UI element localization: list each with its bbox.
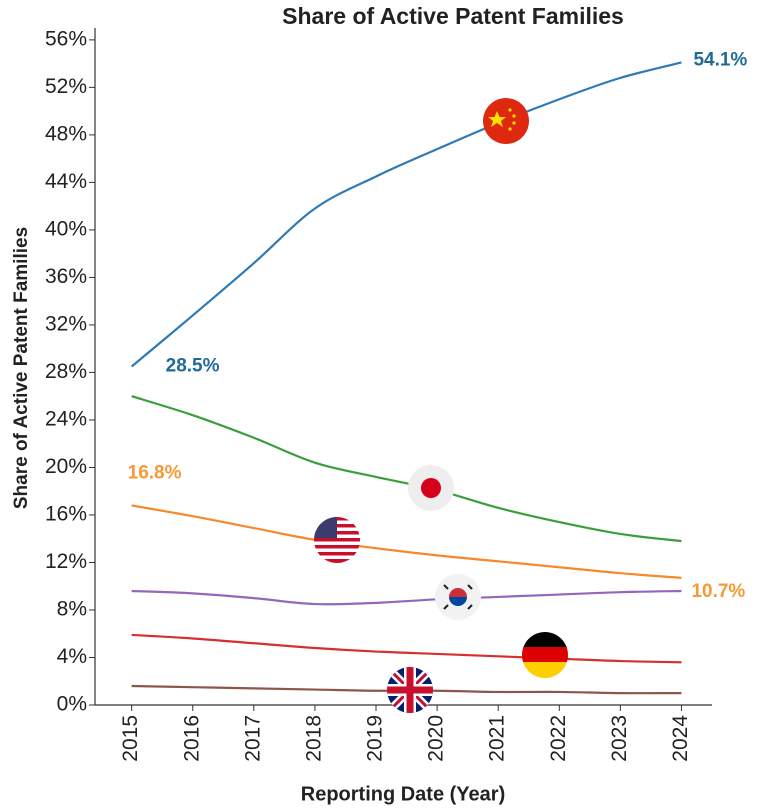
y-tick-label: 4%	[57, 645, 87, 668]
y-tick-label: 20%	[45, 455, 87, 478]
x-tick-label: 2017	[241, 715, 264, 762]
y-tick-label: 16%	[45, 503, 87, 526]
data-label: 16.8%	[128, 462, 182, 483]
y-tick-label: 12%	[45, 550, 87, 573]
x-tick-label: 2024	[669, 715, 692, 762]
x-tick-label: 2019	[364, 715, 387, 762]
flag-japan	[408, 465, 454, 511]
x-tick-label: 2020	[425, 715, 448, 762]
y-tick-label: 48%	[45, 122, 87, 145]
x-tick-label: 2018	[302, 715, 325, 762]
y-tick-label: 36%	[45, 265, 87, 288]
flag-uk	[387, 667, 433, 713]
x-tick-label: 2021	[486, 715, 509, 762]
x-tick-label: 2023	[608, 715, 631, 762]
x-tick-label: 2016	[180, 715, 203, 762]
line	[130, 61, 682, 368]
chart-title: Share of Active Patent Families	[282, 3, 624, 29]
y-tick-label: 32%	[45, 312, 87, 335]
flag-usa	[314, 517, 360, 563]
x-tick-label: 2022	[547, 715, 570, 762]
line	[131, 395, 682, 543]
flag-china	[483, 98, 529, 144]
flag-germany	[522, 632, 568, 678]
flags	[314, 98, 568, 713]
data-label: 54.1%	[693, 49, 747, 70]
line	[131, 633, 682, 664]
data-label: 28.5%	[166, 356, 220, 377]
y-tick-label: 40%	[45, 217, 87, 240]
y-tick-label: 44%	[45, 170, 87, 193]
y-tick-label: 56%	[45, 27, 87, 50]
x-tick-label: 2015	[119, 715, 142, 762]
y-tick-label: 0%	[57, 693, 87, 716]
y-tick-label: 8%	[57, 598, 87, 621]
data-label: 10.7%	[691, 581, 745, 602]
flag-korea	[435, 574, 481, 620]
y-tick-label: 52%	[45, 75, 87, 98]
y-tick-label: 24%	[45, 407, 87, 430]
line	[131, 589, 682, 606]
y-tick-label: 28%	[45, 360, 87, 383]
x-axis-label: Reporting Date (Year)	[301, 783, 505, 805]
line	[131, 504, 682, 580]
plot: 0% 4% 8% 12% 16% 20% 24% 28% 32% 36% 40% 44% 48% 52% 5…	[45, 27, 747, 761]
y-axis-label: Share of Active Patent Families	[11, 227, 32, 509]
